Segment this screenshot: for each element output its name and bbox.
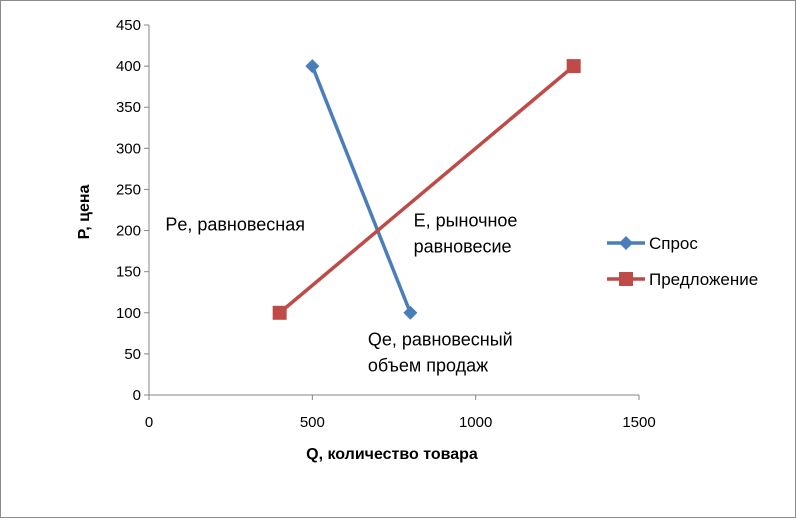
series-layer [272,59,581,320]
series-demand [305,59,418,320]
series-line [278,64,575,315]
series-line [310,65,412,314]
y-tick-label: 400 [116,58,141,75]
data-point-marker [403,305,418,320]
legend: Спрос Предложение [607,234,758,289]
y-tick-label: 0 [133,387,141,404]
axes [148,25,639,396]
y-tick-label: 300 [116,140,141,157]
x-axis-label: Q, количество товара [306,446,478,463]
chart-annotation: равновесие [414,236,512,256]
x-tick-label: 500 [300,414,325,431]
y-tick-label: 200 [116,223,141,240]
y-tick-label: 450 [116,17,141,34]
series-supply [272,59,581,320]
legend-marker [619,236,633,250]
y-axis-label: P, цена [76,185,93,240]
y-tick-label: 50 [124,346,141,363]
y-tick-label: 250 [116,181,141,198]
legend-entry: Спрос [607,234,698,253]
chart-annotation: E, рыночное [414,210,518,230]
x-tick-label: 0 [145,414,153,431]
x-tick-label: 1000 [459,414,492,431]
y-tick-label: 350 [116,99,141,116]
chart-annotation: Pe, равновесная [165,215,305,235]
y-axis-ticks: 0 50 100 150 200 250 300 350 400 450 [116,17,149,404]
data-point-marker [305,59,320,74]
x-tick-label: 1500 [622,414,655,431]
chart-annotation: объем продаж [368,356,488,376]
data-point-marker [566,59,581,74]
legend-entry: Предложение [607,270,758,289]
legend-marker [619,272,633,286]
data-point-marker [272,305,287,320]
annotation-layer: Pe, равновесная E, рыночное равновесие Qe, … [165,210,517,375]
legend-label: Спрос [649,234,698,253]
y-tick-label: 100 [116,305,141,322]
chart-annotation: Qe, равновесный [368,330,513,350]
y-tick-label: 150 [116,264,141,281]
x-axis-ticks: 0 500 1000 1500 [145,395,656,431]
legend-label: Предложение [649,270,758,289]
